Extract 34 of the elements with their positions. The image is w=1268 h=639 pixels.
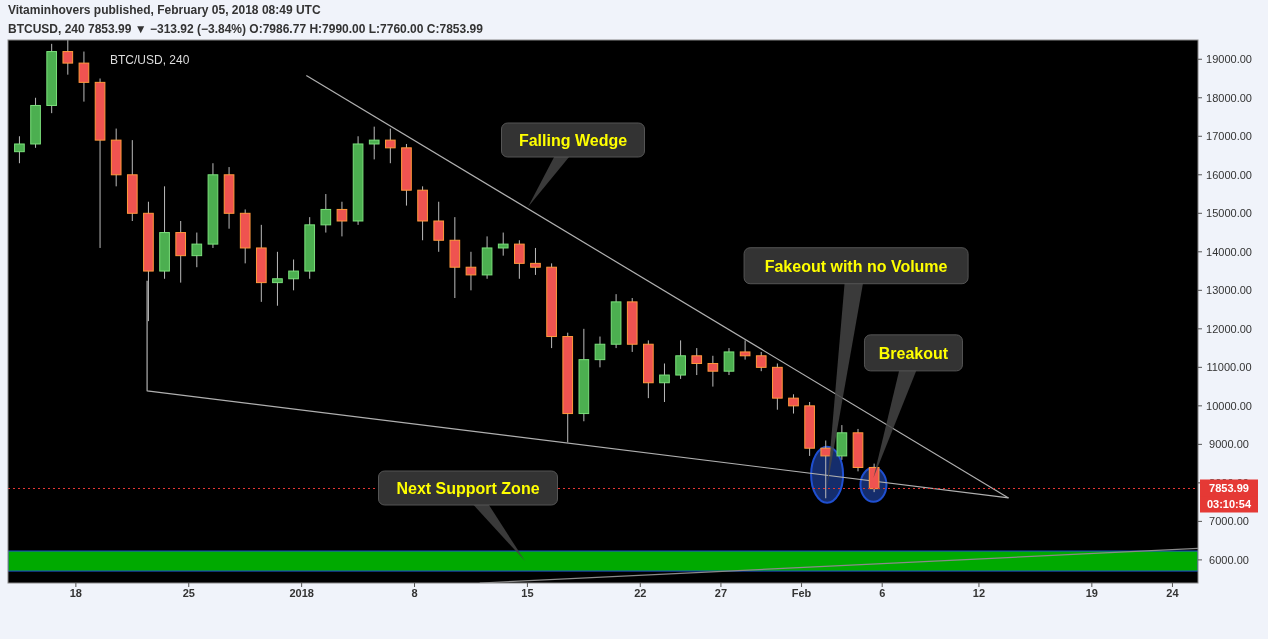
annotation: Next Support Zone bbox=[396, 480, 540, 497]
x-tick-label: 24 bbox=[1166, 587, 1180, 599]
y-tick-label: 13000.00 bbox=[1206, 284, 1252, 297]
x-tick-label: 19 bbox=[1085, 587, 1098, 599]
x-tick-label: 15 bbox=[521, 587, 534, 599]
x-tick-label: 2018 bbox=[289, 587, 314, 599]
y-tick-label: 17000.00 bbox=[1206, 130, 1252, 143]
y-tick-label: 18000.00 bbox=[1206, 91, 1252, 104]
y-tick-label: 11000.00 bbox=[1206, 361, 1252, 374]
annotation: Falling Wedge bbox=[518, 132, 628, 149]
y-tick-label: 6000.00 bbox=[1209, 553, 1249, 566]
text: Vitaminhovers published, February 05, 2018 08:49 UTC bbox=[8, 3, 321, 17]
y-tick-label: 16000.00 bbox=[1206, 168, 1252, 181]
y-tick-label: 10000.00 bbox=[1206, 399, 1252, 412]
y-tick-label: 7000.00 bbox=[1209, 515, 1249, 528]
x-tick-label: 18 bbox=[69, 587, 82, 599]
x-tick-label: 8 bbox=[411, 587, 418, 599]
annotation: Fakeout with no Volume bbox=[764, 257, 948, 275]
text: BTCUSD, 240 7853.99 ▼ −313.92 (−3.84%) O:7986.77 H:7990.00 L:7760.00 C:7853.99 bbox=[8, 22, 484, 36]
ref-line-label: 7853.99 bbox=[1209, 482, 1249, 495]
x-tick-label: Feb bbox=[791, 587, 812, 599]
text: BTC/USD, 240 bbox=[110, 53, 190, 67]
y-tick-label: 9000.00 bbox=[1209, 438, 1249, 451]
annotation: Breakout bbox=[878, 344, 949, 362]
x-tick-label: 27 bbox=[714, 587, 728, 599]
y-tick-label: 14000.00 bbox=[1206, 245, 1252, 258]
x-tick-label: 25 bbox=[182, 587, 195, 599]
x-tick-label: 12 bbox=[972, 587, 986, 599]
x-tick-label: 6 bbox=[879, 587, 886, 599]
text: 03:10:54 bbox=[1206, 498, 1252, 511]
x-tick-label: 22 bbox=[634, 587, 647, 599]
y-tick-label: 12000.00 bbox=[1206, 322, 1252, 335]
y-tick-label: 15000.00 bbox=[1206, 207, 1252, 220]
y-tick-label: 19000.00 bbox=[1206, 53, 1252, 66]
